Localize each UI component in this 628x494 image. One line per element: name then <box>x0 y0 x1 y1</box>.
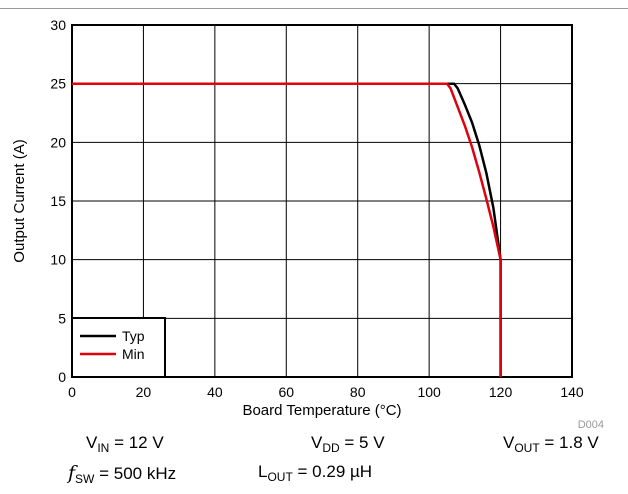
legend-label-min: Min <box>122 346 145 362</box>
x-tick-label: 20 <box>136 384 152 400</box>
lout-subscript: OUT <box>267 470 293 484</box>
condition-vin: VIN = 12 V <box>86 433 164 455</box>
x-tick-label: 0 <box>68 384 76 400</box>
legend: Typ Min <box>71 317 166 378</box>
y-tick-label: 30 <box>50 17 66 33</box>
condition-vdd: VDD = 5 V <box>311 433 385 455</box>
x-tick-label: 100 <box>417 384 441 400</box>
y-tick-label: 5 <box>58 310 66 326</box>
series-line-min <box>72 82 502 377</box>
vdd-subscript: DD <box>322 441 340 455</box>
vin-symbol: V <box>86 433 98 452</box>
vout-subscript: OUT <box>514 441 540 455</box>
condition-vout: VOUT = 1.8 V <box>503 433 599 455</box>
lout-symbol: L <box>258 462 268 481</box>
x-tick-label: 120 <box>489 384 513 400</box>
vin-subscript: IN <box>97 441 110 455</box>
y-tick-label: 15 <box>50 193 66 209</box>
x-axis-label: Board Temperature (°C) <box>242 402 401 419</box>
vin-value: = 12 V <box>109 433 164 452</box>
y-tick-label: 0 <box>58 369 66 385</box>
x-tick-label: 40 <box>207 384 223 400</box>
y-axis-label: Output Current (A) <box>11 139 28 262</box>
vdd-symbol: V <box>311 433 323 452</box>
x-tick-label: 140 <box>560 384 584 400</box>
series-lines <box>72 82 502 377</box>
lout-value: = 0.29 µH <box>292 462 373 481</box>
x-tick-label: 80 <box>350 384 366 400</box>
vout-symbol: V <box>503 433 515 452</box>
x-tick-label: 60 <box>278 384 294 400</box>
legend-box <box>71 317 166 378</box>
vout-value: = 1.8 V <box>539 433 599 452</box>
y-tick-label: 10 <box>50 252 66 268</box>
tick-labels: 0 20 40 60 80 100 120 140 0 5 10 15 20 25 30 <box>50 17 583 400</box>
condition-lout: LOUT = 0.29 µH <box>258 462 373 484</box>
vdd-value: = 5 V <box>339 433 385 452</box>
figure-id: D004 <box>578 419 604 430</box>
plot-frame <box>71 24 573 378</box>
y-tick-label: 20 <box>50 134 66 150</box>
fsw-subscript: SW <box>75 472 95 486</box>
condition-fsw: fSW = 500 kHz <box>68 462 177 486</box>
top-rule <box>0 8 628 9</box>
y-tick-label: 25 <box>50 76 66 92</box>
series-line-typ <box>72 82 502 377</box>
legend-label-typ: Typ <box>122 328 145 344</box>
derating-chart: 0 20 40 60 80 100 120 140 0 5 10 15 20 25 30 Typ Min B… <box>11 17 604 430</box>
fsw-symbol: f <box>68 462 76 484</box>
fsw-value: = 500 kHz <box>94 464 177 483</box>
